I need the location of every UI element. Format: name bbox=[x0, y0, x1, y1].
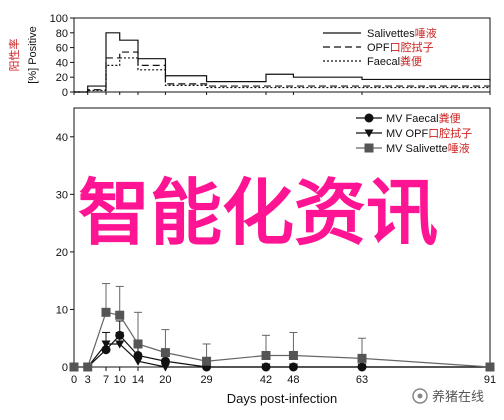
bottom-data-point bbox=[485, 362, 495, 372]
top-y-tick-label: 80 bbox=[56, 28, 68, 40]
bottom-x-tick-label: 29 bbox=[200, 374, 212, 386]
top-panel: 0 20 40 60 80 100 [%] Positive 阳性率 Salivettes唾液O… bbox=[7, 13, 491, 99]
bottom-data-point bbox=[202, 356, 212, 366]
top-legend-label: Faecal粪便 bbox=[367, 54, 422, 68]
footer-brand-label: 养猪在线 bbox=[432, 389, 484, 405]
bottom-data-point bbox=[288, 363, 298, 372]
bottom-data-point bbox=[357, 353, 367, 363]
brand-logo-dot-icon bbox=[417, 393, 423, 399]
bottom-x-tick-label: 7 bbox=[103, 374, 109, 386]
top-series-line-opf bbox=[74, 51, 490, 93]
bottom-legend-label: MV OPF口腔拭子 bbox=[386, 126, 472, 140]
bottom-data-point bbox=[115, 310, 125, 320]
bottom-data-point bbox=[133, 357, 143, 366]
top-y-axis-annotation: 阳性率 bbox=[7, 39, 21, 72]
bottom-y-tick-label: 40 bbox=[56, 132, 68, 144]
bottom-data-point bbox=[101, 307, 111, 317]
watermark-text: 智能化资讯 bbox=[78, 171, 438, 255]
bottom-data-point bbox=[101, 340, 111, 349]
bottom-legend-label-cn: 粪便 bbox=[439, 111, 461, 125]
bottom-data-point bbox=[160, 363, 170, 372]
bottom-y-tick-label: 0 bbox=[62, 362, 68, 374]
bottom-x-axis-label: Days post-infection bbox=[227, 391, 338, 406]
bottom-y-tick-label: 20 bbox=[56, 247, 68, 259]
footer-brand: 养猪在线 bbox=[412, 388, 484, 405]
bottom-data-point bbox=[160, 348, 170, 358]
top-legend-label: OPF口腔拭子 bbox=[367, 40, 434, 54]
top-legend-label-cn: 粪便 bbox=[400, 54, 422, 68]
bottom-data-point bbox=[261, 350, 271, 360]
brand-logo-icon bbox=[412, 388, 428, 404]
top-y-tick-label: 0 bbox=[62, 87, 68, 99]
bottom-data-point bbox=[83, 362, 93, 372]
bottom-x-tick-label: 48 bbox=[287, 374, 299, 386]
bottom-y-tick-label: 10 bbox=[56, 304, 68, 316]
bottom-x-tick-label: 91 bbox=[484, 374, 496, 386]
bottom-x-tick-label: 63 bbox=[356, 374, 368, 386]
top-y-axis-label: [%] Positive bbox=[27, 26, 39, 83]
bottom-legend-label: MV Faecal粪便 bbox=[386, 111, 461, 125]
top-legend-label-cn: 唾液 bbox=[415, 26, 437, 40]
bottom-legend-label: MV Salivette唾液 bbox=[386, 141, 470, 155]
bottom-data-point bbox=[288, 350, 298, 360]
top-y-tick-label: 60 bbox=[56, 43, 68, 55]
top-y-tick-label: 20 bbox=[56, 72, 68, 84]
bottom-data-point bbox=[115, 340, 125, 349]
top-legend-label: Salivettes唾液 bbox=[367, 26, 437, 40]
top-y-tick-label: 100 bbox=[50, 13, 68, 25]
overlay: 智能化资讯 养猪在线 bbox=[78, 171, 484, 405]
bottom-data-point bbox=[69, 362, 79, 372]
bottom-x-tick-label: 42 bbox=[260, 374, 272, 386]
bottom-legend-marker bbox=[364, 113, 374, 123]
bottom-data-point bbox=[160, 356, 170, 366]
top-legend-label-cn: 口腔拭子 bbox=[390, 40, 434, 54]
bottom-legend-label-cn: 唾液 bbox=[448, 141, 470, 155]
bottom-x-tick-label: 3 bbox=[85, 374, 91, 386]
top-y-tick-label: 40 bbox=[56, 57, 68, 69]
bottom-legend-marker bbox=[364, 143, 374, 153]
bottom-y-tick-label: 30 bbox=[56, 189, 68, 201]
bottom-data-point bbox=[133, 339, 143, 349]
bottom-x-tick-label: 10 bbox=[114, 374, 126, 386]
bottom-x-tick-label: 0 bbox=[71, 374, 77, 386]
top-series-line-faecal bbox=[74, 57, 490, 93]
bottom-legend-label-cn: 口腔拭子 bbox=[428, 126, 472, 140]
bottom-data-point bbox=[261, 363, 271, 372]
bottom-x-tick-label: 14 bbox=[132, 374, 144, 386]
bottom-legend-marker bbox=[364, 129, 374, 138]
bottom-data-point bbox=[357, 363, 367, 372]
bottom-x-tick-label: 20 bbox=[159, 374, 171, 386]
top-plot-frame bbox=[73, 17, 491, 93]
